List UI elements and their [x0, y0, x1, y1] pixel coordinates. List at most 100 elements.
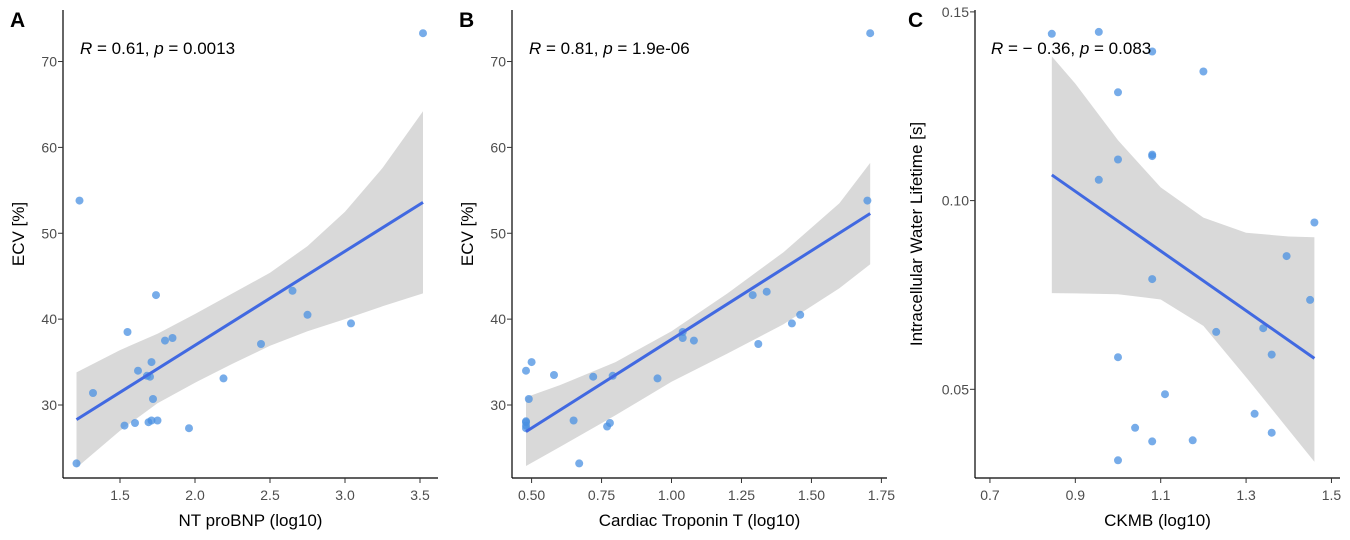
x-axis-title: CKMB (log10): [1104, 511, 1211, 530]
panel-letter-a: A: [10, 9, 25, 32]
data-point: [161, 336, 169, 345]
data-point: [152, 291, 160, 300]
x-tick-label: 1.1: [1151, 487, 1171, 503]
x-tick-label: 2.0: [185, 487, 205, 503]
y-tick-label: 60: [490, 139, 506, 155]
data-point: [257, 340, 265, 348]
y-tick-label: 40: [490, 311, 506, 327]
y-tick-label: 50: [41, 225, 57, 241]
x-axis-title: Cardiac Troponin T (log10): [599, 511, 801, 530]
p-symbol: p: [1079, 39, 1089, 58]
data-point: [1199, 67, 1208, 76]
y-tick-label: 0.10: [942, 193, 969, 209]
data-point: [1131, 423, 1140, 432]
x-tick-label: 1.25: [728, 487, 755, 503]
data-point: [1094, 175, 1103, 184]
regression-line: [525, 212, 872, 433]
panel-c: 0.7 0.9 1.1 1.3 1.5 0.05 0.10 0.15 CKMB (log10) I…: [907, 4, 1341, 530]
regression-line: [75, 201, 424, 421]
correlation-annotation: R = − 0.36, p = 0.083: [991, 39, 1151, 58]
y-axis-title: Intracellular Water Lifetime [s]: [907, 122, 926, 346]
x-tick-label: 1.75: [868, 487, 895, 503]
y-tick-label: 70: [490, 54, 506, 70]
data-point: [550, 371, 558, 379]
data-point: [1114, 353, 1122, 362]
data-point: [153, 416, 162, 425]
data-point: [89, 389, 97, 397]
y-tick-label: 50: [490, 225, 506, 241]
data-point: [1250, 409, 1259, 418]
data-point: [1267, 428, 1276, 437]
r-symbol: R: [991, 39, 1003, 58]
data-point: [866, 29, 875, 38]
data-point: [419, 29, 427, 38]
x-tick-label: 3.5: [410, 487, 430, 503]
y-tick-label: 60: [41, 139, 57, 155]
data-point: [762, 287, 771, 296]
data-point: [787, 319, 796, 328]
data-point: [1267, 350, 1276, 359]
data-point: [1114, 88, 1122, 97]
data-point: [1310, 218, 1319, 227]
data-point: [589, 372, 598, 381]
panel-a: 1.5 2.0 2.5 3.0 3.5 30 40 50 60 70 NT proBNP (log1…: [9, 10, 438, 530]
data-point: [1114, 155, 1122, 164]
y-axis-title: ECV [%]: [458, 202, 477, 266]
data-point: [185, 424, 193, 433]
data-point: [653, 374, 662, 383]
confidence-ribbon: [76, 111, 423, 468]
data-point: [1212, 327, 1221, 336]
r-value: = 0.81,: [541, 39, 603, 58]
x-tick-label: 1.00: [658, 487, 685, 503]
data-point: [522, 366, 530, 375]
panel-b: 0.50 0.75 1.00 1.25 1.50 1.75 30 40 50 60 70 Cardia…: [458, 10, 895, 530]
x-tick-label: 0.7: [980, 487, 1000, 503]
x-tick-label: 1.50: [798, 487, 825, 503]
p-symbol: p: [602, 39, 612, 58]
regression-line: [1050, 173, 1316, 360]
y-tick-label: 0.15: [942, 4, 969, 20]
data-point: [303, 310, 312, 319]
data-point: [1188, 436, 1197, 445]
correlation-annotation: R = 0.81, p = 1.9e-06: [529, 39, 690, 58]
data-point: [754, 340, 763, 348]
data-point: [149, 395, 157, 403]
p-value: = 0.0013: [164, 39, 235, 58]
y-tick-label: 30: [490, 397, 506, 413]
data-point: [863, 196, 872, 205]
data-points: [1047, 27, 1319, 465]
data-point: [1114, 456, 1122, 465]
x-tick-label: 0.75: [588, 487, 615, 503]
panel-letter-c: C: [908, 9, 923, 32]
confidence-ribbon: [1051, 56, 1315, 462]
data-point: [524, 395, 533, 403]
data-point: [1047, 29, 1056, 38]
data-point: [1148, 437, 1157, 446]
data-point: [1148, 275, 1157, 284]
data-point: [72, 459, 81, 468]
data-point: [569, 416, 578, 425]
data-point: [1148, 152, 1157, 161]
x-tick-label: 0.50: [518, 487, 545, 503]
x-tick-label: 2.5: [260, 487, 280, 503]
data-point: [347, 319, 355, 328]
data-point: [527, 358, 536, 367]
x-tick-label: 1.5: [110, 487, 130, 503]
x-tick-label: 1.5: [1322, 487, 1342, 503]
r-value: = 0.61,: [92, 39, 154, 58]
data-point: [1259, 324, 1268, 333]
data-point: [288, 286, 297, 295]
data-point: [1306, 295, 1315, 304]
data-point: [168, 334, 177, 342]
data-point: [796, 310, 805, 319]
p-symbol: p: [153, 39, 163, 58]
data-point: [1161, 390, 1169, 399]
x-axis-title: NT proBNP (log10): [179, 511, 323, 530]
y-tick-label: 40: [41, 311, 57, 327]
x-tick-label: 1.3: [1236, 487, 1256, 503]
y-tick-label: 70: [41, 54, 57, 70]
r-symbol: R: [80, 39, 92, 58]
data-point: [689, 336, 698, 345]
y-tick-label: 0.05: [942, 381, 969, 397]
